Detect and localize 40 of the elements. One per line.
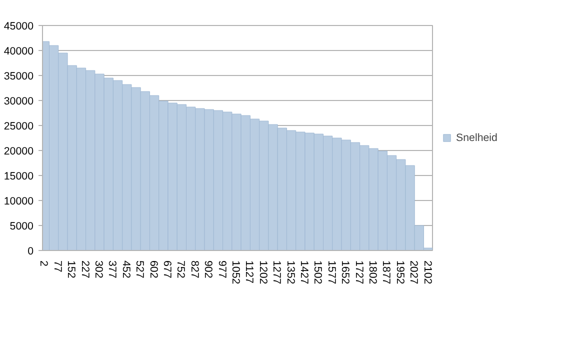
y-tick-label: 10000 [4,196,34,208]
x-tick-label: 227 [78,260,91,278]
x-tick-label: 302 [92,260,104,278]
x-tick-label: 1352 [284,260,296,284]
y-tick-label: 40000 [4,46,34,58]
x-tick-label: 1577 [325,260,338,284]
y-tick-label: 45000 [4,20,34,32]
x-tick-label: 2027 [408,260,420,284]
x-tick-label: 1652 [339,260,352,284]
x-tick-label: 827 [188,260,200,278]
x-tick-label: 1277 [270,260,283,284]
x-tick-label: 1952 [394,260,406,284]
x-tick-label: 2102 [421,260,434,284]
y-tick-label: 5000 [10,220,34,232]
x-tick-label: 602 [147,260,160,278]
y-tick-label: 0 [28,246,34,258]
x-tick-label: 752 [174,260,187,278]
x-tick-label: 1727 [352,260,365,284]
x-tick-label: 2 [38,260,50,266]
x-tick-label: 677 [160,260,173,278]
x-tick-label: 1877 [380,260,392,284]
x-tick-label: 977 [216,260,228,278]
x-tick-label: 527 [134,260,146,278]
x-tick-label: 77 [51,260,64,272]
x-tick-label: 452 [120,260,132,278]
x-tick-label: 152 [65,260,78,278]
y-tick-label: 25000 [4,120,34,132]
x-tick-label: 1052 [229,260,242,284]
legend-label: Snelheid [456,132,498,144]
x-tick-label: 377 [106,260,118,278]
y-tick-label: 35000 [4,70,34,82]
x-tick-label: 1202 [256,260,269,284]
x-tick-label: 902 [202,260,214,278]
y-tick-label: 20000 [4,146,34,158]
x-tick-label: 1127 [243,260,256,284]
y-tick-label: 15000 [4,170,34,182]
y-tick-label: 30000 [4,96,34,108]
x-tick-label: 1427 [298,260,310,284]
x-tick-label: 1802 [366,260,378,284]
x-tick-label: 1502 [312,260,324,284]
